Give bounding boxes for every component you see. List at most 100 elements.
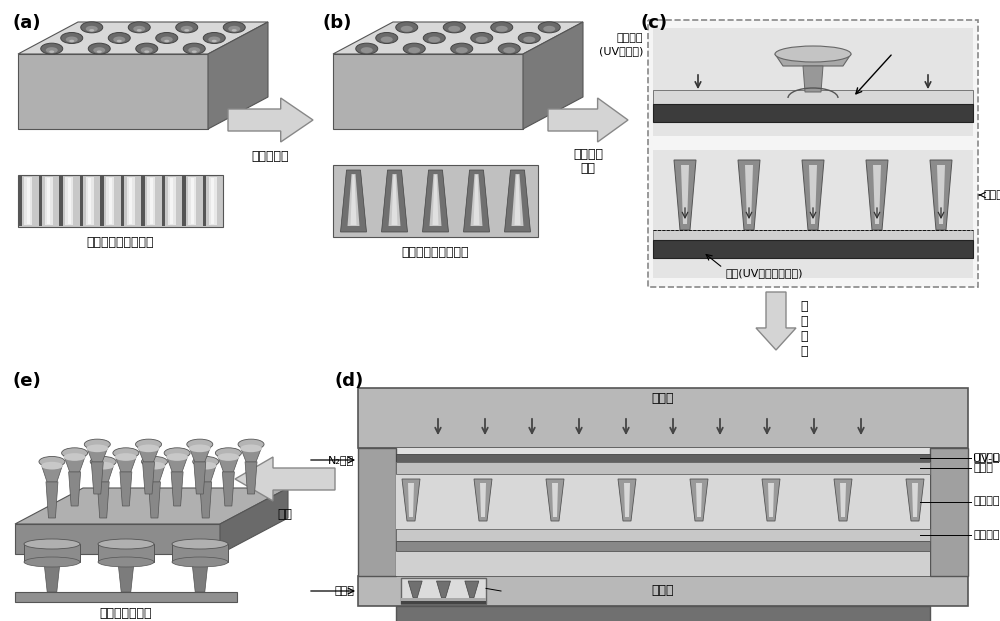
Bar [88, 178, 91, 224]
Ellipse shape [523, 37, 535, 42]
Ellipse shape [172, 557, 228, 567]
Ellipse shape [361, 47, 373, 53]
Polygon shape [340, 170, 366, 232]
Bar [127, 177, 135, 225]
Text: 密封隔膜: 密封隔膜 [973, 453, 1000, 463]
Bar [172, 544, 228, 562]
Polygon shape [245, 462, 257, 494]
Polygon shape [91, 462, 103, 494]
Polygon shape [195, 464, 217, 482]
Ellipse shape [113, 37, 125, 42]
Polygon shape [402, 479, 420, 521]
Bar [65, 177, 73, 225]
Ellipse shape [176, 22, 198, 33]
Text: 磁体(UV：上表面镜面): 磁体(UV：上表面镜面) [725, 268, 802, 278]
Ellipse shape [471, 32, 493, 43]
Ellipse shape [518, 32, 540, 43]
Ellipse shape [136, 43, 158, 54]
Ellipse shape [144, 50, 149, 53]
Polygon shape [618, 479, 636, 521]
Ellipse shape [136, 439, 162, 450]
Ellipse shape [401, 26, 413, 32]
Polygon shape [18, 22, 268, 54]
Polygon shape [624, 483, 630, 517]
Ellipse shape [775, 46, 851, 62]
Ellipse shape [403, 43, 425, 54]
Ellipse shape [141, 47, 153, 53]
Bar [27, 178, 30, 224]
Polygon shape [768, 483, 774, 517]
Ellipse shape [164, 40, 169, 42]
Ellipse shape [195, 462, 217, 469]
Ellipse shape [89, 29, 94, 32]
Ellipse shape [117, 40, 122, 42]
Polygon shape [222, 472, 234, 506]
Bar [191, 178, 194, 224]
Polygon shape [382, 170, 408, 232]
Ellipse shape [138, 445, 160, 452]
Polygon shape [118, 562, 134, 592]
Polygon shape [392, 175, 398, 225]
Ellipse shape [98, 557, 154, 567]
Bar [182, 176, 186, 226]
Polygon shape [15, 488, 288, 524]
Polygon shape [228, 98, 313, 142]
Ellipse shape [443, 22, 465, 33]
Ellipse shape [64, 453, 86, 461]
Polygon shape [351, 175, 356, 225]
Polygon shape [235, 457, 335, 501]
Bar [396, 474, 930, 529]
Ellipse shape [66, 37, 78, 42]
Polygon shape [762, 479, 780, 521]
Ellipse shape [128, 22, 150, 33]
Polygon shape [148, 482, 160, 518]
Polygon shape [690, 479, 708, 521]
Ellipse shape [88, 43, 110, 54]
Polygon shape [514, 175, 520, 225]
Bar [396, 541, 930, 551]
Text: 弹性衬垫: 弹性衬垫 [616, 33, 643, 43]
Bar [396, 448, 930, 576]
Ellipse shape [228, 26, 240, 32]
Polygon shape [937, 165, 945, 224]
Ellipse shape [183, 43, 205, 54]
Bar [129, 178, 132, 224]
Text: 模: 模 [800, 330, 808, 343]
Polygon shape [143, 462, 155, 494]
Text: 仿生黏附微结构: 仿生黏附微结构 [100, 607, 152, 620]
Ellipse shape [141, 456, 167, 467]
Ellipse shape [90, 456, 116, 467]
Polygon shape [775, 54, 851, 66]
Text: 压: 压 [800, 300, 808, 313]
Bar [202, 176, 206, 226]
Polygon shape [802, 160, 824, 230]
Bar [24, 544, 80, 562]
Text: UV-LED光源: UV-LED光源 [973, 453, 1000, 463]
Ellipse shape [108, 32, 130, 43]
Ellipse shape [232, 29, 237, 32]
Text: 电化学修型: 电化学修型 [251, 150, 289, 163]
Bar [930, 448, 968, 576]
Bar [401, 578, 486, 604]
Bar [147, 177, 155, 225]
Bar [396, 551, 930, 576]
Bar [170, 178, 173, 224]
Ellipse shape [376, 32, 398, 43]
Polygon shape [523, 22, 583, 129]
Text: 印: 印 [800, 315, 808, 328]
Bar [653, 230, 973, 240]
Bar [358, 388, 968, 448]
Ellipse shape [161, 37, 173, 42]
Polygon shape [548, 98, 628, 142]
Polygon shape [430, 174, 442, 226]
Polygon shape [906, 479, 924, 521]
Ellipse shape [408, 47, 420, 53]
Polygon shape [422, 170, 448, 232]
Polygon shape [333, 22, 583, 54]
Ellipse shape [69, 40, 74, 42]
Polygon shape [166, 455, 188, 472]
Ellipse shape [448, 26, 460, 32]
Polygon shape [189, 446, 211, 462]
Text: (UV：透明): (UV：透明) [599, 46, 643, 56]
Polygon shape [834, 479, 852, 521]
